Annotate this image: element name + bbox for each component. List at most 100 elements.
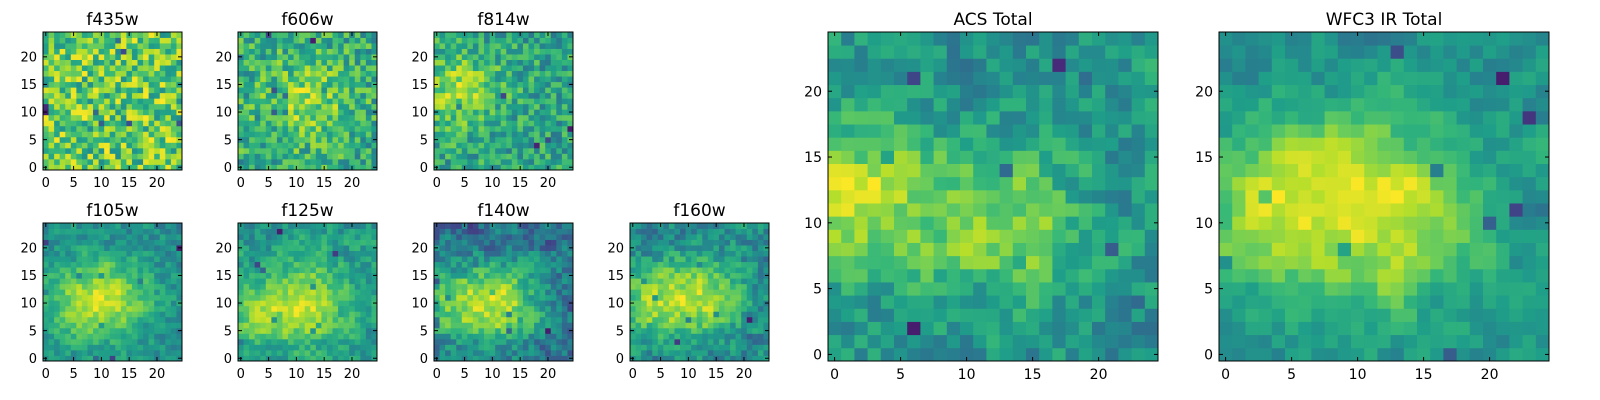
heatmap-cell [276, 59, 283, 66]
heatmap-cell [511, 158, 518, 165]
heatmap-cell [986, 295, 1000, 309]
heatmap-cell [137, 48, 144, 55]
heatmap-cell [59, 278, 66, 285]
heatmap-cell [685, 283, 692, 290]
heatmap-cell [1052, 189, 1066, 204]
heatmap-cell [450, 76, 457, 83]
heatmap-cell [495, 70, 502, 77]
heatmap-cell [707, 234, 714, 240]
heatmap-cell [1039, 216, 1053, 230]
heatmap-cell [556, 59, 563, 66]
heatmap-cell [282, 37, 289, 44]
heatmap-cell [137, 305, 144, 312]
heatmap-cell [691, 245, 698, 251]
heatmap-cell [907, 242, 921, 257]
heatmap-cell [243, 327, 250, 334]
heatmap-cell [282, 234, 289, 240]
heatmap-cell [271, 333, 278, 340]
heatmap-cell [54, 278, 61, 285]
heatmap-cell [652, 311, 659, 318]
heatmap-cell [126, 59, 133, 66]
heatmap-cell [76, 239, 83, 246]
heatmap-cell [332, 120, 339, 127]
heatmap-cell [81, 103, 88, 110]
heatmap-cell [495, 164, 502, 171]
heatmap-cell [115, 234, 122, 240]
heatmap-cell [561, 125, 568, 132]
heatmap-cell [545, 322, 552, 329]
heatmap-cell [243, 305, 250, 312]
heatmap-cell [81, 43, 88, 49]
heatmap-cell [131, 261, 138, 268]
heatmap-cell [696, 272, 703, 279]
heatmap-cell [646, 256, 653, 263]
heatmap-cell [254, 349, 261, 356]
heatmap-cell [365, 250, 372, 257]
heatmap-cell [243, 92, 250, 99]
heatmap-cell [973, 295, 987, 309]
heatmap-cell [354, 98, 361, 105]
heatmap-cell [48, 344, 55, 351]
heatmap-cell [674, 289, 681, 296]
heatmap-cell [933, 321, 948, 336]
heatmap-cell [1039, 242, 1053, 257]
heatmap-cell [567, 103, 574, 110]
heatmap-cell [478, 125, 485, 132]
heatmap-cell [260, 234, 267, 240]
heatmap-cell [170, 114, 177, 121]
heatmap-cell [338, 261, 345, 268]
heatmap-cell [98, 48, 105, 55]
heatmap-cell [371, 349, 378, 356]
heatmap-cell [93, 43, 99, 49]
heatmap-cell [70, 256, 77, 263]
heatmap-cell [249, 256, 256, 263]
heatmap-cell [143, 267, 150, 274]
heatmap-cell [478, 147, 485, 154]
heatmap-cell [657, 239, 664, 246]
heatmap-cell [467, 81, 474, 88]
heatmap-cell [534, 355, 541, 362]
heatmap-cell [81, 289, 88, 296]
heatmap-cell [1065, 347, 1080, 362]
heatmap-cell [148, 234, 155, 240]
heatmap-cell [456, 87, 463, 94]
heatmap-cell [652, 223, 659, 229]
y-tick-label: 5 [420, 133, 428, 148]
heatmap-cell [461, 305, 468, 312]
heatmap-cell [489, 43, 496, 49]
heatmap-cell [657, 333, 664, 340]
heatmap-cell [159, 59, 166, 66]
y-tick-label: 10 [215, 297, 232, 312]
heatmap-cell [668, 333, 675, 340]
heatmap-cell [288, 245, 294, 251]
heatmap-cell [299, 338, 306, 345]
heatmap-cell [59, 37, 66, 44]
heatmap-cell [691, 294, 698, 301]
heatmap-cell [238, 153, 244, 160]
heatmap-cell [48, 311, 55, 318]
heatmap-cell [276, 283, 283, 290]
heatmap-cell [159, 327, 166, 334]
heatmap-cell [159, 333, 166, 340]
heatmap-cell [1131, 268, 1146, 283]
heatmap-cell [763, 278, 770, 285]
heatmap-cell [48, 153, 55, 160]
heatmap-cell [76, 147, 83, 154]
heatmap-cell [349, 147, 356, 154]
heatmap-cell [360, 81, 367, 88]
heatmap-cell [48, 355, 55, 362]
heatmap-cell [841, 189, 855, 204]
heatmap-cell [907, 334, 921, 349]
heatmap-cell [539, 327, 546, 334]
heatmap-cell [986, 189, 1000, 204]
heatmap-cell [176, 32, 183, 38]
heatmap-cell [249, 43, 256, 49]
heatmap-cell [93, 109, 99, 116]
heatmap-cell [545, 327, 552, 334]
heatmap-cell [522, 272, 529, 279]
heatmap-cell [249, 158, 256, 165]
heatmap-cell [93, 311, 99, 318]
heatmap-cell [54, 289, 61, 296]
heatmap-cell [517, 70, 524, 77]
heatmap-cell [48, 136, 55, 143]
